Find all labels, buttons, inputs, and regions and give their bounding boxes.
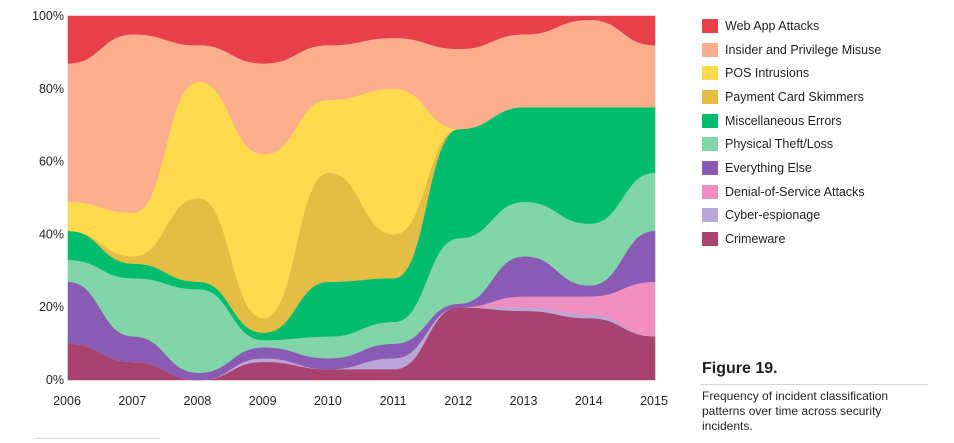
x-tick-label: 2014: [575, 394, 603, 408]
legend-label: POS Intrusions: [725, 66, 810, 81]
x-tick-label: 2008: [184, 394, 212, 408]
x-tick-label: 2013: [510, 394, 538, 408]
stacked-area-chart: 0% 20% 40% 60% 80% 100% 2006 2007 2008 2009 2010 20…: [32, 9, 668, 408]
y-tick-label: 100%: [32, 9, 64, 23]
x-tick-label: 2012: [444, 394, 472, 408]
x-tick-label: 2007: [118, 394, 146, 408]
legend-swatch: [702, 113, 718, 128]
y-tick-label: 40%: [39, 227, 64, 241]
legend-label: Miscellaneous Errors: [725, 113, 842, 128]
figure-divider: [700, 384, 928, 385]
legend-swatch: [702, 208, 718, 223]
legend-swatch: [702, 42, 718, 57]
legend-label: Cyber-espionage: [725, 208, 821, 223]
legend-swatch: [702, 137, 718, 152]
legend-item: Everything Else: [702, 156, 881, 180]
legend-label: Web App Attacks: [725, 18, 820, 33]
legend-swatch: [702, 160, 718, 175]
x-tick-label: 2011: [380, 394, 407, 408]
legend-item: Payment Card Skimmers: [702, 85, 881, 109]
legend-item: Web App Attacks: [702, 14, 881, 38]
legend-item: Cyber-espionage: [702, 204, 881, 228]
y-tick-label: 20%: [39, 300, 64, 314]
y-tick-label: 80%: [39, 82, 64, 96]
y-tick-label: 60%: [39, 155, 64, 169]
x-tick-label: 2009: [249, 394, 277, 408]
figure-title: Figure 19.: [702, 360, 778, 377]
legend-item: Physical Theft/Loss: [702, 132, 881, 156]
figure-caption: Frequency of incident classification pat…: [702, 389, 889, 433]
legend-item: Insider and Privilege Misuse: [702, 38, 881, 62]
y-tick-label: 0%: [46, 373, 64, 387]
area-web-app-attacks: [67, 15, 656, 64]
footer-divider: [34, 438, 160, 439]
legend-item: Denial-of-Service Attacks: [702, 180, 881, 204]
x-tick-label: 2010: [314, 394, 342, 408]
legend-swatch: [702, 66, 718, 81]
legend-swatch: [702, 89, 718, 104]
legend-swatch: [702, 18, 718, 33]
x-tick-label: 2006: [53, 394, 81, 408]
legend-label: Everything Else: [725, 160, 812, 175]
legend-label: Payment Card Skimmers: [725, 89, 864, 104]
legend-label: Crimeware: [725, 232, 786, 247]
legend-label: Insider and Privilege Misuse: [725, 42, 882, 57]
legend-label: Denial-of-Service Attacks: [725, 184, 865, 199]
x-tick-label: 2015: [640, 394, 668, 408]
legend-swatch: [702, 232, 718, 247]
legend-item: Miscellaneous Errors: [702, 109, 881, 133]
legend-label: Physical Theft/Loss: [725, 137, 834, 152]
chart-legend: Web App Attacks Insider and Privilege Mis…: [702, 14, 881, 251]
legend-swatch: [702, 184, 718, 199]
legend-item: Crimeware: [702, 227, 881, 251]
legend-item: POS Intrusions: [702, 61, 881, 85]
